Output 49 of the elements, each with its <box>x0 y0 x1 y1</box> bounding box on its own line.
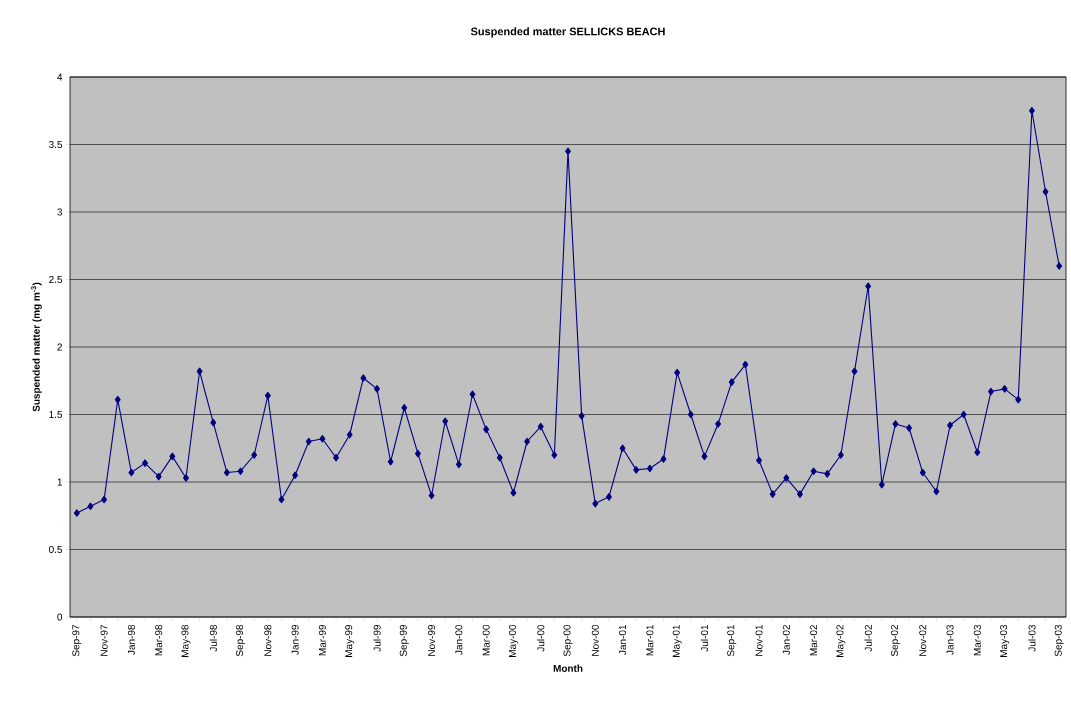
chart-title: Suspended matter SELLICKS BEACH <box>470 27 665 38</box>
x-tick-label: Mar-02 <box>810 625 818 656</box>
x-tick-label: Sep-99 <box>399 624 409 657</box>
x-tick-label: Jan-03 <box>946 624 954 655</box>
x-tick-label: May-00 <box>508 624 518 657</box>
x-tick-label: Mar-03 <box>973 624 981 656</box>
x-tick-label: Sep-01 <box>727 625 737 657</box>
x-tick-label: Nov-01 <box>755 625 763 656</box>
x-tick-label: Jul-01 <box>700 625 709 652</box>
x-tick-label: May-03 <box>1000 624 1010 657</box>
x-tick-label: Mar-01 <box>646 625 654 656</box>
y-tick-label: 1 <box>57 478 62 486</box>
x-tick-label: May-99 <box>345 624 355 657</box>
x-tick-label: Jan-00 <box>455 624 463 655</box>
x-tick-label: Jul-98 <box>209 624 217 652</box>
x-tick-label: Mar-99 <box>318 624 326 656</box>
x-axis-title: Month <box>553 664 583 672</box>
x-tick-label: Jul-03 <box>1028 624 1036 652</box>
y-tick-label: 2.5 <box>49 275 63 284</box>
y-tick-label: 3 <box>57 208 63 216</box>
x-tick-label: Sep-98 <box>236 624 246 657</box>
x-tick-label: May-01 <box>672 625 682 657</box>
x-tick-label: Jul-00 <box>537 624 545 652</box>
x-tick-label: Sep-00 <box>563 624 573 657</box>
x-tick-label: Nov-02 <box>919 625 927 656</box>
y-tick-label: 0 <box>57 613 63 621</box>
x-tick-label: Nov-99 <box>428 624 436 656</box>
y-tick-label: 3.5 <box>49 140 63 149</box>
x-tick-label: Sep-97 <box>72 625 82 657</box>
y-tick-label: 1.5 <box>49 411 63 418</box>
y-axis-title: Suspended matter (mg m$^{-3}$) <box>31 282 42 412</box>
x-tick-label: Jan-99 <box>291 624 299 655</box>
x-tick-label: Sep-02 <box>890 625 900 657</box>
x-tick-label: Sep-03 <box>1054 624 1064 657</box>
x-tick-label: Mar-00 <box>482 624 490 656</box>
x-tick-label: Jan-01 <box>619 625 627 655</box>
y-tick-label: 2 <box>57 343 62 351</box>
x-tick-label: May-02 <box>836 625 846 657</box>
x-tick-label: Nov-00 <box>591 624 599 656</box>
x-tick-label: Jan-98 <box>127 624 135 655</box>
y-tick-label: 4 <box>57 73 63 81</box>
x-tick-label: Jan-02 <box>782 625 790 655</box>
x-tick-label: Mar-98 <box>155 624 163 656</box>
x-tick-label: May-98 <box>181 624 191 657</box>
x-tick-label: Jul-02 <box>864 625 872 652</box>
y-tick-label: 0.5 <box>49 545 63 554</box>
x-tick-label: Jul-99 <box>373 624 381 652</box>
x-tick-label: Nov-97 <box>100 625 108 656</box>
x-tick-label: Nov-98 <box>264 624 272 656</box>
